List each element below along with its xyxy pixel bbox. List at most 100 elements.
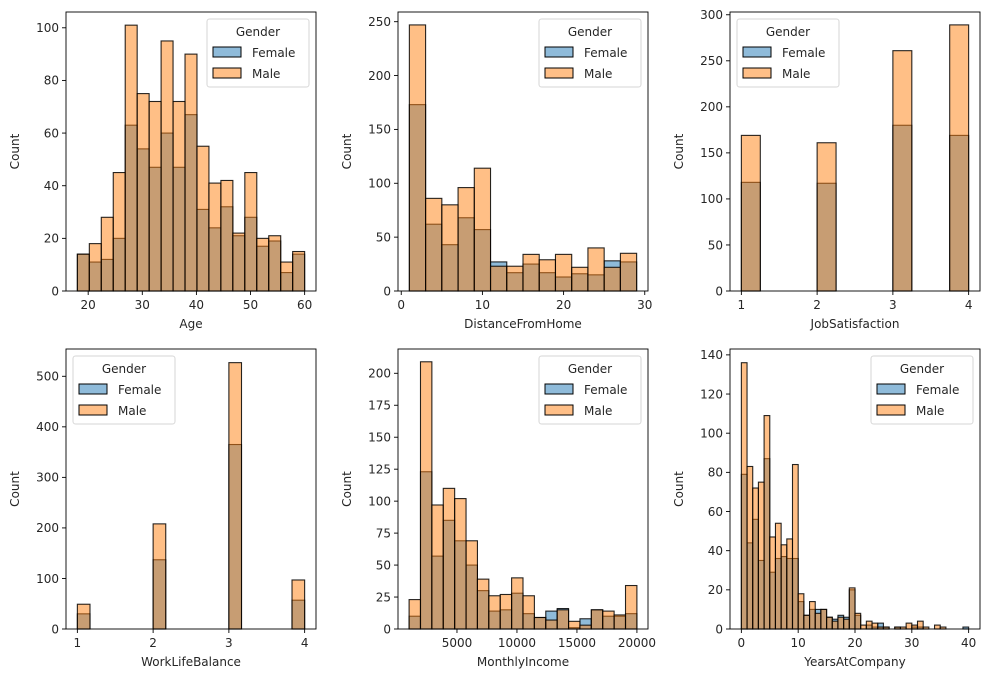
bar-male-7 xyxy=(522,253,540,292)
bars xyxy=(76,362,306,630)
legend-swatch-male xyxy=(78,404,108,416)
y-tick-label: 25 xyxy=(376,590,391,604)
bar-male-13 xyxy=(556,609,570,630)
legend-label-male: Male xyxy=(782,67,810,81)
bar-male-5 xyxy=(465,540,478,630)
legend-title: Gender xyxy=(568,25,612,39)
bar-male-14 xyxy=(244,172,258,292)
legend-swatch-female xyxy=(544,46,574,58)
legend-label-female: Female xyxy=(584,383,627,397)
x-tick-label: 10000 xyxy=(498,636,536,650)
legend: Gender Female Male xyxy=(538,355,642,425)
bar-male-8 xyxy=(786,538,794,630)
y-tick-label: 175 xyxy=(368,399,391,413)
legend-label-male: Male xyxy=(916,404,944,418)
bar-male-17 xyxy=(291,579,306,630)
x-axis-label: DistanceFromHome xyxy=(464,317,582,331)
y-tick-label: 100 xyxy=(700,192,723,206)
bar-male-8 xyxy=(499,593,513,630)
legend: Gender Female Male xyxy=(736,18,840,88)
y-tick-label: 120 xyxy=(700,387,723,401)
x-tick-label: 10 xyxy=(475,298,490,312)
bar-male-10 xyxy=(522,595,535,630)
x-tick-label: 3 xyxy=(225,636,233,650)
x-tick-label: 15000 xyxy=(558,636,596,650)
bar-male-3 xyxy=(112,172,126,292)
x-tick-label: 1 xyxy=(74,636,82,650)
bar-male-5 xyxy=(769,536,777,630)
y-tick-label: 100 xyxy=(700,426,723,440)
legend-label-female: Female xyxy=(782,46,825,60)
bars xyxy=(408,24,638,292)
bars xyxy=(740,24,970,292)
bar-male-12 xyxy=(545,619,558,630)
bar-male-7 xyxy=(780,544,788,630)
legend-label-female: Female xyxy=(584,46,627,60)
bar-male-10 xyxy=(571,266,589,292)
legend-swatch-female xyxy=(544,383,574,395)
y-tick-label: 60 xyxy=(44,126,59,140)
legend-swatch-male xyxy=(876,404,906,416)
bar-male-14 xyxy=(568,620,581,630)
bar-male-18 xyxy=(292,250,306,292)
y-tick-label: 250 xyxy=(700,54,723,68)
legend-swatch-female xyxy=(212,46,242,58)
x-tick-label: 60 xyxy=(297,298,312,312)
legend-label-male: Male xyxy=(118,404,146,418)
legend-title: Gender xyxy=(102,362,146,376)
y-tick-label: 0 xyxy=(51,622,59,636)
x-axis-label: WorkLifeBalance xyxy=(141,655,241,669)
y-tick-label: 0 xyxy=(715,622,723,636)
bar-male-0 xyxy=(408,599,422,630)
x-tick-label: 2 xyxy=(813,298,821,312)
bar-male-5 xyxy=(136,93,150,292)
bar-male-4 xyxy=(816,142,837,292)
bar-male-34 xyxy=(933,624,941,630)
bar-male-6 xyxy=(774,522,782,630)
x-tick-label: 30 xyxy=(637,298,652,312)
bar-male-13 xyxy=(814,612,822,630)
bar-male-2 xyxy=(752,487,759,630)
x-axis-label: Age xyxy=(179,317,202,331)
bar-male-16 xyxy=(831,620,839,630)
y-tick-label: 100 xyxy=(368,177,391,191)
x-tick-label: 40 xyxy=(961,636,976,650)
y-tick-label: 40 xyxy=(708,544,723,558)
legend-label-male: Male xyxy=(252,67,280,81)
bar-male-1 xyxy=(419,361,433,630)
bar-male-7 xyxy=(488,595,501,630)
bar-male-8 xyxy=(172,100,186,292)
y-tick-label: 200 xyxy=(368,367,391,381)
bar-male-12 xyxy=(603,266,621,292)
y-tick-label: 80 xyxy=(708,466,723,480)
legend-swatch-male xyxy=(742,67,772,79)
bar-male-30 xyxy=(911,624,919,630)
bar-male-3 xyxy=(442,487,456,630)
y-tick-label: 20 xyxy=(708,583,723,597)
bar-male-4 xyxy=(763,415,771,630)
legend-label-male: Male xyxy=(584,67,612,81)
y-tick-label: 250 xyxy=(368,15,391,29)
bar-male-12 xyxy=(808,601,816,630)
bar-male-9 xyxy=(511,577,524,630)
x-tick-label: 2 xyxy=(149,636,157,650)
axes-frame xyxy=(397,11,649,292)
bar-male-13 xyxy=(619,252,638,292)
bar-male-0 xyxy=(740,134,761,292)
bars xyxy=(76,24,306,292)
x-tick-label: 1 xyxy=(738,298,746,312)
x-tick-label: 30 xyxy=(135,298,150,312)
legend: Gender Female Male xyxy=(206,18,310,88)
x-axis-label: JobSatisfaction xyxy=(810,317,900,331)
y-tick-label: 80 xyxy=(44,74,59,88)
y-tick-label: 50 xyxy=(708,238,723,252)
y-tick-label: 150 xyxy=(368,431,391,445)
y-axis-label: Count xyxy=(672,133,686,169)
bar-male-12 xyxy=(220,179,234,292)
bar-male-14 xyxy=(820,608,828,630)
bar-male-10 xyxy=(196,145,210,292)
y-tick-label: 75 xyxy=(376,526,391,540)
y-tick-label: 60 xyxy=(708,505,723,519)
y-tick-label: 150 xyxy=(368,123,391,137)
x-tick-label: 10 xyxy=(791,636,806,650)
